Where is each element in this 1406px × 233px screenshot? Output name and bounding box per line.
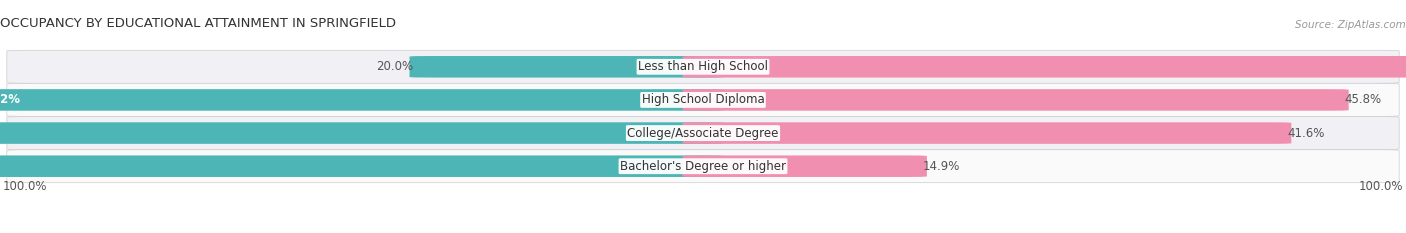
FancyBboxPatch shape	[409, 56, 724, 78]
Text: Source: ZipAtlas.com: Source: ZipAtlas.com	[1295, 20, 1406, 30]
FancyBboxPatch shape	[7, 150, 1399, 183]
FancyBboxPatch shape	[682, 155, 927, 177]
FancyBboxPatch shape	[682, 122, 1291, 144]
Text: 14.9%: 14.9%	[922, 160, 960, 173]
FancyBboxPatch shape	[682, 89, 1348, 111]
FancyBboxPatch shape	[0, 122, 724, 144]
Text: 45.8%: 45.8%	[1344, 93, 1382, 106]
FancyBboxPatch shape	[0, 89, 724, 111]
Text: 100.0%: 100.0%	[1358, 180, 1403, 193]
Text: 54.2%: 54.2%	[0, 93, 21, 106]
Text: OCCUPANCY BY EDUCATIONAL ATTAINMENT IN SPRINGFIELD: OCCUPANCY BY EDUCATIONAL ATTAINMENT IN S…	[0, 17, 396, 30]
FancyBboxPatch shape	[7, 116, 1399, 150]
FancyBboxPatch shape	[7, 50, 1399, 83]
Text: Bachelor's Degree or higher: Bachelor's Degree or higher	[620, 160, 786, 173]
Text: High School Diploma: High School Diploma	[641, 93, 765, 106]
FancyBboxPatch shape	[7, 83, 1399, 116]
Text: 100.0%: 100.0%	[3, 180, 48, 193]
Text: Less than High School: Less than High School	[638, 60, 768, 73]
Text: College/Associate Degree: College/Associate Degree	[627, 127, 779, 140]
FancyBboxPatch shape	[0, 155, 724, 177]
Text: 41.6%: 41.6%	[1288, 127, 1324, 140]
Text: 20.0%: 20.0%	[377, 60, 413, 73]
FancyBboxPatch shape	[682, 56, 1406, 78]
